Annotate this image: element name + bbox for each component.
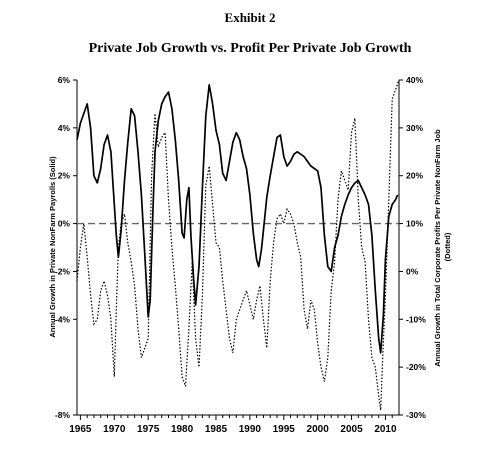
right-axis-label: Annual Growth in Total Corporate Profits… bbox=[433, 127, 452, 366]
right-tick-label: -30% bbox=[406, 410, 426, 420]
right-axis-label-line2: (Dotted) bbox=[443, 232, 452, 261]
x-tick-label: 2010 bbox=[374, 424, 397, 435]
right-tick-label: 30% bbox=[406, 123, 423, 133]
x-tick-label: 1980 bbox=[171, 424, 194, 435]
x-tick-label: 1995 bbox=[273, 424, 296, 435]
right-tick-label: 0% bbox=[406, 266, 419, 276]
right-tick-label: -20% bbox=[406, 362, 426, 372]
x-tick-label: 1990 bbox=[239, 424, 262, 435]
x-tick-label: 2005 bbox=[340, 424, 363, 435]
right-tick-label: 20% bbox=[406, 171, 423, 181]
left-tick-label: 6% bbox=[58, 75, 71, 85]
left-tick-label: -2% bbox=[55, 266, 71, 276]
left-tick-label: -8% bbox=[55, 410, 71, 420]
right-tick-label: 40% bbox=[406, 75, 423, 85]
left-tick-label: -4% bbox=[55, 314, 71, 324]
right-tick-label: -10% bbox=[406, 314, 426, 324]
x-tick-label: 1970 bbox=[103, 424, 126, 435]
right-axis-label-line1: Annual Growth in Total Corporate Profits… bbox=[433, 129, 442, 367]
series-solid-line bbox=[76, 83, 399, 354]
x-tick-label: 1965 bbox=[69, 424, 92, 435]
left-tick-label: 2% bbox=[58, 171, 71, 181]
left-tick-label: 0% bbox=[58, 219, 71, 229]
axis-ticks: 6% 4% 2% 0% -2% -4% -8% 40% 30% 20% 10% 0% -10% -20% -… bbox=[55, 75, 426, 435]
chart-title: Exhibit 2 bbox=[225, 10, 276, 25]
chart-subtitle: Private Job Growth vs. Profit Per Privat… bbox=[89, 41, 412, 56]
left-tick-label: 4% bbox=[58, 123, 71, 133]
plot-area: 6% 4% 2% 0% -2% -4% -8% 40% 30% 20% 10% 0% -10% -20% -… bbox=[55, 75, 426, 435]
series-dotted-line bbox=[76, 79, 400, 411]
right-tick-label: 10% bbox=[406, 219, 423, 229]
left-axis-label: Annual Growth in Private NonFarm Payroll… bbox=[48, 156, 57, 338]
x-tick-label: 2000 bbox=[307, 424, 330, 435]
x-tick-label: 1975 bbox=[137, 424, 160, 435]
x-tick-label: 1985 bbox=[205, 424, 228, 435]
